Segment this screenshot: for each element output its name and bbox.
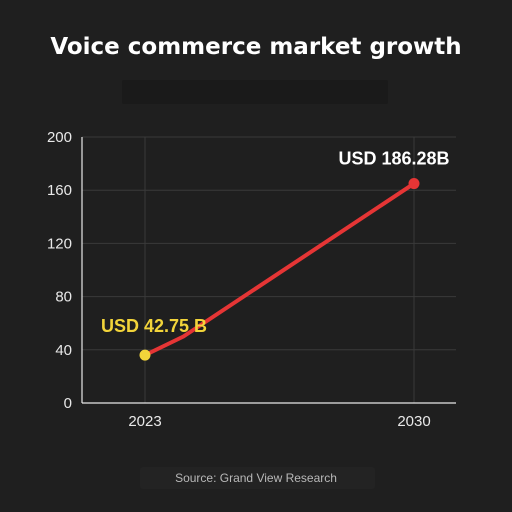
y-tick-label: 120 <box>47 235 72 252</box>
data-point-marker <box>139 349 151 361</box>
y-tick-label: 0 <box>64 395 72 412</box>
data-label-end: USD 186.28B <box>338 149 449 169</box>
series-layer <box>139 178 420 361</box>
y-tick-label: 40 <box>55 342 72 359</box>
axes <box>81 137 456 404</box>
subtitle-placeholder <box>122 80 388 104</box>
y-tick-label: 80 <box>55 289 72 306</box>
x-tick-label: 2023 <box>128 413 161 430</box>
source-background <box>140 467 375 489</box>
y-tick-label: 160 <box>47 182 72 199</box>
x-tick-label: 2030 <box>397 413 430 430</box>
grid-lines <box>82 136 456 403</box>
source-note: Source: Grand View Research <box>175 471 337 485</box>
labels-layer: 0 40 80 120 160 200 2023 2030 USD 42.75 B USD 186… <box>47 129 450 430</box>
chart-title: Voice commerce market growth <box>50 34 462 60</box>
data-point-marker <box>408 178 420 190</box>
data-label-start: USD 42.75 B <box>101 316 207 336</box>
series-line <box>143 181 416 358</box>
y-tick-label: 200 <box>47 129 72 146</box>
